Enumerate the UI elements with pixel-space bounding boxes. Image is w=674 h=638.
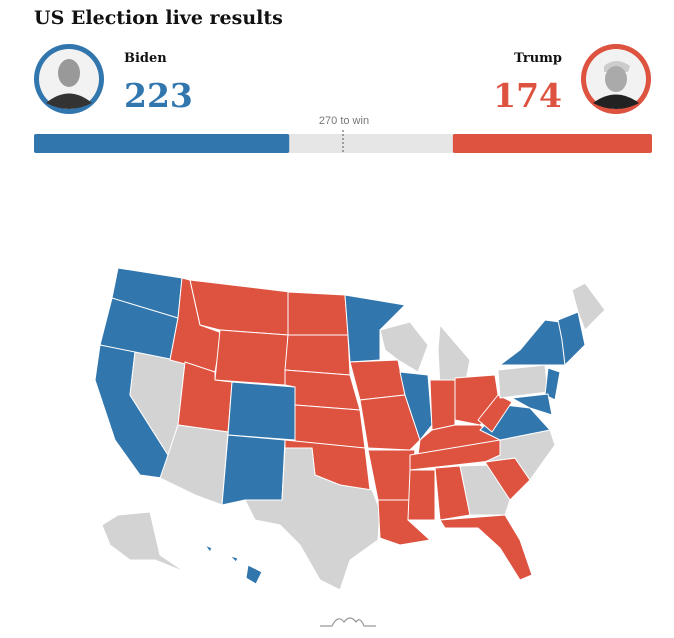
results-bar [34,130,652,154]
trump-bar [452,134,652,153]
logo [320,617,376,627]
title: US Election live results [34,7,283,29]
biden-portrait [34,44,104,114]
biden-bar [34,134,290,153]
candidate-name: Biden [124,51,167,66]
candidate-name: Trump [514,51,562,66]
us-map [94,267,606,591]
electoral-votes: 223 [124,76,193,115]
electoral-votes: 174 [493,76,562,115]
win-threshold-label: 270 to win [319,115,369,127]
trump-portrait [581,44,651,114]
